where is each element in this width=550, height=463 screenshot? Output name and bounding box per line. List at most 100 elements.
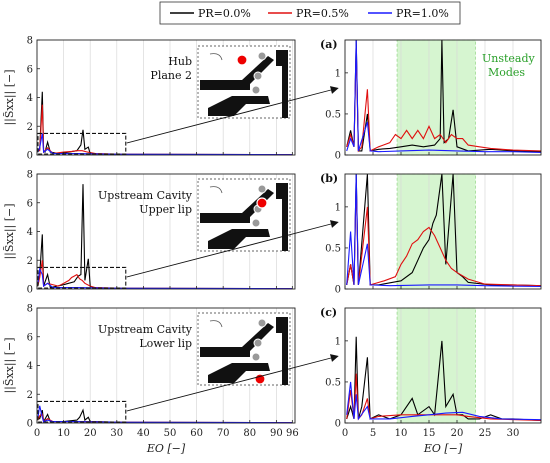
series-line xyxy=(346,39,542,154)
location-label: Upstream Cavity xyxy=(98,323,193,336)
x-tick-label: 0 xyxy=(342,428,348,439)
x-axis-label: EO [−] xyxy=(423,442,463,455)
x-tick-label: 5 xyxy=(370,428,376,439)
probe-marker xyxy=(251,85,261,95)
schematic-right-wall xyxy=(276,317,288,385)
probe-marker xyxy=(257,184,267,194)
zoom-box xyxy=(37,266,127,289)
x-tick-label: 10 xyxy=(395,428,408,439)
probe-marker xyxy=(253,338,263,348)
panel-tag: (b) xyxy=(320,172,338,185)
zoom-arrow xyxy=(126,89,332,144)
series-line xyxy=(37,405,293,424)
schematic-lower-wall xyxy=(208,363,270,383)
x-tick-label: 15 xyxy=(423,428,436,439)
x-tick-label: 50 xyxy=(164,428,177,439)
x-tick-label: 40 xyxy=(137,428,150,439)
x-tick-label: 30 xyxy=(110,428,123,439)
legend-label: PR=0.0% xyxy=(198,7,251,20)
y-tick-label: 0 xyxy=(27,419,33,430)
probe-marker xyxy=(251,218,261,228)
location-label: Lower lip xyxy=(139,337,192,350)
series-line xyxy=(37,266,293,290)
schematic-lower-wall xyxy=(208,96,270,116)
y-tick-label: 8 xyxy=(27,170,33,181)
series-line xyxy=(37,133,293,156)
legend: PR=0.0% PR=0.5% PR=1.0% xyxy=(159,1,461,25)
schematic-curve xyxy=(209,53,223,61)
y-tick-label: 6 xyxy=(27,64,33,75)
x-tick-label: 70 xyxy=(217,428,230,439)
y-tick-label: 0 xyxy=(335,285,341,296)
x-tick-label: 25 xyxy=(479,428,492,439)
unsteady-band xyxy=(396,173,476,290)
y-tick-label: 0.5 xyxy=(325,109,341,120)
zoom-box xyxy=(37,132,127,155)
y-tick-label: 1 xyxy=(335,202,341,213)
zoom-arrow-head xyxy=(329,220,339,228)
x-tick-label: 20 xyxy=(451,428,464,439)
y-tick-label: 8 xyxy=(27,304,33,315)
x-tick-label: 60 xyxy=(190,428,203,439)
panel-c-right: 00.510 5 10 15 20 25 30(c) xyxy=(320,306,542,439)
zoom-arrow-head xyxy=(329,354,339,362)
axes-frame xyxy=(344,39,542,156)
probe-active-marker xyxy=(256,197,268,209)
y-tick-label: 0 xyxy=(27,285,33,296)
zoom-box xyxy=(37,400,127,423)
y-tick-label: 0 xyxy=(27,151,33,162)
panel-b-right: 0 0.5 1 (b) xyxy=(320,172,542,296)
y-tick-label: 0.5 xyxy=(325,377,341,388)
location-label: Plane 2 xyxy=(150,69,192,82)
y-axis-label: ||S̃xx|| [−] xyxy=(3,69,17,125)
zoom-arrow-head xyxy=(329,86,339,94)
probe-marker xyxy=(257,51,267,61)
series-line xyxy=(346,48,542,153)
legend-label: PR=0.5% xyxy=(296,7,349,20)
axes-frame xyxy=(344,173,542,290)
probe-active-marker xyxy=(254,373,266,385)
y-axis-label: ||S̃xx|| [−] xyxy=(3,203,17,259)
x-tick-label: 80 xyxy=(243,428,256,439)
legend-entry: PR=0.5% xyxy=(268,7,349,20)
panel-tag: (a) xyxy=(320,38,338,51)
y-tick-label: 8 xyxy=(27,36,33,47)
unsteady-band xyxy=(396,307,476,424)
y-tick-label: 2 xyxy=(27,122,33,133)
schematic-upper-wall xyxy=(200,323,274,357)
x-tick-label: 20 xyxy=(84,428,97,439)
y-tick-label: 0 xyxy=(335,151,341,162)
legend-entry: PR=0.0% xyxy=(170,7,251,20)
zoom-arrow xyxy=(126,223,332,278)
y-tick-label: 2 xyxy=(27,390,33,401)
zoom-arrow xyxy=(126,357,332,412)
y-tick-label: 4 xyxy=(27,361,33,372)
x-axis-label: EO [−] xyxy=(146,442,186,455)
y-axis-label: ||S̃xx|| [−] xyxy=(3,337,17,393)
series-line xyxy=(346,173,542,288)
location-label: Upstream Cavity xyxy=(98,189,193,202)
y-tick-label: 0 xyxy=(335,419,341,430)
y-tick-label: 4 xyxy=(27,227,33,238)
x-tick-label: 90 xyxy=(270,428,283,439)
y-tick-label: 1 xyxy=(335,336,341,347)
schematic-curve xyxy=(209,186,223,194)
schematic-upper-wall xyxy=(200,56,274,90)
location-label: Hub xyxy=(168,55,192,68)
unsteady-label: Modes xyxy=(488,66,525,79)
x-tick-label: 30 xyxy=(507,428,520,439)
schematic-upper-wall xyxy=(200,189,274,223)
legend-label: PR=1.0% xyxy=(396,7,449,20)
x-tick-label: 96 xyxy=(286,428,299,439)
schematic-curve xyxy=(209,320,223,328)
schematic-lower-wall xyxy=(208,229,270,249)
probe-marker xyxy=(251,352,261,362)
y-tick-label: 6 xyxy=(27,332,33,343)
y-tick-label: 1 xyxy=(335,68,341,79)
probe-marker xyxy=(257,318,267,328)
y-tick-label: 0.5 xyxy=(325,243,341,254)
